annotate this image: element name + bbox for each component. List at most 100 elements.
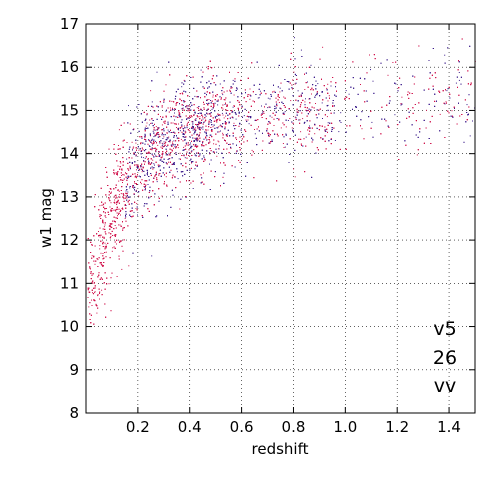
data-point	[198, 122, 199, 124]
data-point	[291, 127, 293, 129]
data-point	[178, 158, 180, 160]
data-point	[120, 193, 122, 195]
data-point	[233, 122, 235, 124]
data-point	[136, 177, 137, 179]
data-point	[128, 105, 129, 107]
data-point	[218, 148, 220, 150]
grid-lines	[86, 24, 475, 413]
data-point	[259, 90, 261, 92]
data-point	[284, 146, 286, 148]
data-point	[171, 100, 173, 102]
data-point	[205, 115, 207, 117]
data-point	[144, 186, 146, 188]
data-point	[210, 100, 211, 101]
data-point	[200, 69, 202, 71]
data-point	[305, 98, 306, 100]
data-point	[151, 162, 153, 163]
data-point	[271, 116, 273, 118]
data-point	[103, 282, 105, 283]
data-point	[105, 244, 107, 246]
data-point	[235, 112, 237, 114]
data-point	[130, 210, 132, 212]
data-point	[171, 149, 173, 151]
data-point	[227, 133, 229, 135]
data-point	[148, 124, 150, 126]
data-point	[114, 225, 116, 226]
data-point	[117, 215, 118, 217]
data-point	[184, 130, 186, 132]
data-point	[304, 101, 306, 103]
data-point	[176, 171, 178, 173]
data-point	[184, 132, 186, 134]
data-point	[187, 110, 189, 112]
data-point	[118, 180, 120, 182]
data-point	[280, 127, 282, 129]
data-point	[174, 119, 175, 121]
data-point	[172, 175, 174, 177]
data-point	[131, 141, 133, 143]
data-point	[204, 114, 206, 116]
data-point	[184, 157, 186, 159]
data-point	[97, 295, 99, 297]
data-point	[218, 145, 220, 147]
data-point	[135, 208, 137, 209]
data-point	[110, 236, 112, 238]
data-point	[283, 96, 285, 98]
data-point	[296, 112, 298, 114]
data-point	[189, 106, 191, 108]
data-point	[263, 111, 265, 112]
data-point	[142, 166, 144, 168]
data-point	[209, 163, 210, 165]
data-point	[314, 133, 316, 135]
data-point	[100, 263, 102, 265]
data-point	[209, 134, 211, 136]
data-point	[289, 118, 291, 119]
data-point	[138, 149, 140, 151]
data-point	[140, 168, 142, 170]
data-point	[91, 299, 92, 301]
data-point	[300, 49, 302, 51]
data-point	[455, 82, 457, 84]
data-point	[183, 101, 185, 103]
data-point	[108, 283, 110, 285]
data-point	[150, 90, 152, 92]
data-point	[294, 176, 296, 178]
data-point	[204, 120, 206, 122]
data-point	[315, 94, 316, 96]
data-point	[212, 96, 214, 98]
data-point	[94, 291, 96, 293]
data-point	[186, 123, 188, 125]
data-point	[217, 127, 219, 129]
data-point	[198, 134, 200, 135]
data-point	[172, 174, 174, 176]
data-point	[372, 80, 374, 82]
plot-area	[86, 24, 475, 413]
data-point	[317, 83, 319, 85]
data-point	[293, 71, 295, 73]
data-point	[165, 110, 167, 112]
data-point	[160, 116, 161, 118]
scatter-points	[87, 37, 476, 325]
data-point	[118, 129, 120, 131]
data-point	[126, 158, 128, 160]
data-point	[123, 174, 125, 176]
data-point	[163, 141, 165, 143]
data-point	[150, 122, 152, 124]
data-point	[182, 107, 184, 109]
data-point	[100, 252, 102, 254]
data-point	[166, 145, 168, 147]
data-point	[163, 136, 165, 138]
data-point	[116, 276, 118, 277]
data-point	[168, 161, 169, 163]
data-point	[118, 189, 119, 191]
data-point	[445, 101, 447, 103]
data-point	[121, 268, 123, 270]
data-point	[219, 125, 221, 127]
data-point	[113, 196, 115, 198]
data-point	[249, 98, 251, 100]
data-point	[146, 114, 148, 116]
data-point	[94, 263, 96, 265]
data-point	[105, 251, 107, 253]
data-point	[136, 203, 138, 205]
